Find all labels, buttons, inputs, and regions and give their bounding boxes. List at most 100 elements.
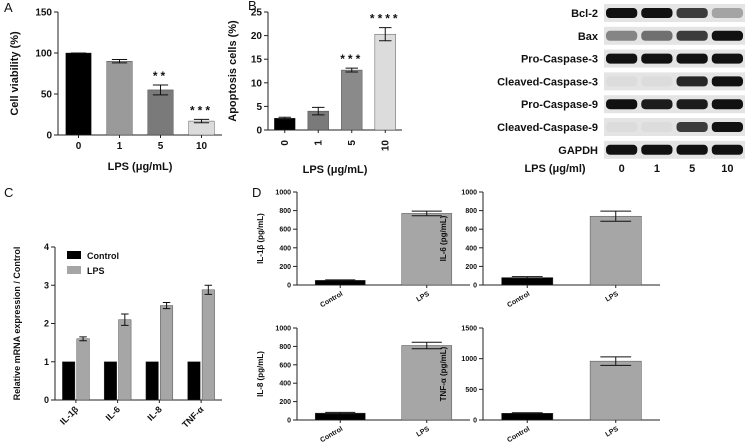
y-tick-label: 0 [46,131,52,142]
blot-strip [604,140,745,159]
bar [65,52,92,136]
error-bar [325,279,356,282]
x-tick-label: LPS [604,291,620,304]
error-bar [278,116,291,120]
error-bar [79,336,87,342]
bar [103,361,117,401]
y-tick-label: 0 [473,417,477,424]
y-tick-label: 10 [251,78,263,89]
x-tick-label: Control [319,291,344,310]
error-bar [152,84,169,96]
y-tick-label: 600 [465,227,477,234]
blot-band [711,30,743,41]
blot-band [606,76,638,87]
blot-strip [604,49,745,68]
blot-band [676,99,708,110]
x-tick-label: IL-1β [58,404,81,427]
error-bar [121,313,129,326]
error-bar [411,210,442,217]
blot-strip [604,26,745,45]
blot-band [676,53,708,64]
blot-band [641,99,673,110]
x-tick-label: IL-6 [104,404,122,422]
y-tick-label: 800 [465,208,477,215]
lane-label: 1 [654,163,660,175]
error-bar [600,356,632,366]
error-bar [193,118,210,124]
bar [401,345,453,421]
x-tick-label: LPS [415,426,431,439]
y-tick-label: 25 [251,8,263,19]
y-tick-label: 600 [279,227,291,234]
x-axis-label: LPS (μg/mL) [303,164,368,176]
bar [341,69,363,131]
y-tick-label: 200 [279,264,291,271]
error-bar [345,67,358,73]
bar [147,89,174,136]
blot-band [676,144,708,155]
y-tick-label: 0 [256,126,262,137]
bar [106,61,133,136]
x-tick-label: 5 [158,141,164,152]
error-bar [411,341,442,350]
blot-band [641,53,673,64]
y-tick-label: 150 [35,8,52,19]
significance: *** [340,52,363,66]
y-tick-label: 2 [44,319,49,329]
blot-band [606,99,638,110]
blot-strip [604,72,745,91]
error-bar [162,301,171,310]
blot-band [641,30,673,41]
blot-band [711,122,743,132]
y-tick-label: 500 [465,387,477,394]
x-tick-label: 1 [313,140,324,146]
bar [62,361,76,401]
blot-band [641,8,673,18]
error-bar [325,411,356,415]
y-tick-label: 1 [44,357,49,367]
significance: **** [370,12,401,26]
x-tick-label: Control [319,426,344,445]
bar [118,319,132,401]
y-tick-label: 100 [35,49,52,60]
blot-band [606,122,638,132]
blot-band [641,76,673,87]
x-tick-label: IL-8 [145,404,163,422]
bar [187,361,201,401]
blot-strip [604,4,745,22]
blot-band [676,8,708,18]
blot-strip [604,118,745,136]
y-tick-label: 1500 [461,325,477,332]
y-tick-label: 0 [473,282,477,289]
bar [76,338,90,401]
blot-band [606,53,638,64]
protein-label: Pro-Caspase-3 [521,54,598,66]
bar [274,117,296,131]
y-tick-label: 800 [279,208,291,215]
blot-band [676,122,708,132]
protein-label: Pro-Caspase-9 [521,99,598,111]
x-tick-label: Control [506,291,531,310]
blot-band [676,30,708,41]
bar [589,215,642,286]
bar [201,289,215,401]
y-tick-label: 200 [279,399,291,406]
significance: ** [153,69,168,83]
protein-label: Cleaved-Caspase-9 [497,122,598,134]
error-bar [600,210,632,222]
y-tick-label: 20 [251,31,263,42]
blot-band [641,144,673,155]
bar [589,360,642,421]
y-tick-label: 50 [41,90,53,101]
panel-letter: A [4,0,13,15]
blot-band [711,8,743,18]
protein-label: Cleaved-Caspase-3 [497,76,598,88]
blot-band [711,53,743,64]
legend-label: Control [87,251,119,261]
panel-letter: C [4,185,13,200]
x-tick-label: 0 [280,140,291,146]
y-axis-label: Apoptosis cells (%) [227,20,239,122]
y-tick-label: 3 [44,280,49,290]
x-tick-label: 1 [117,141,123,152]
